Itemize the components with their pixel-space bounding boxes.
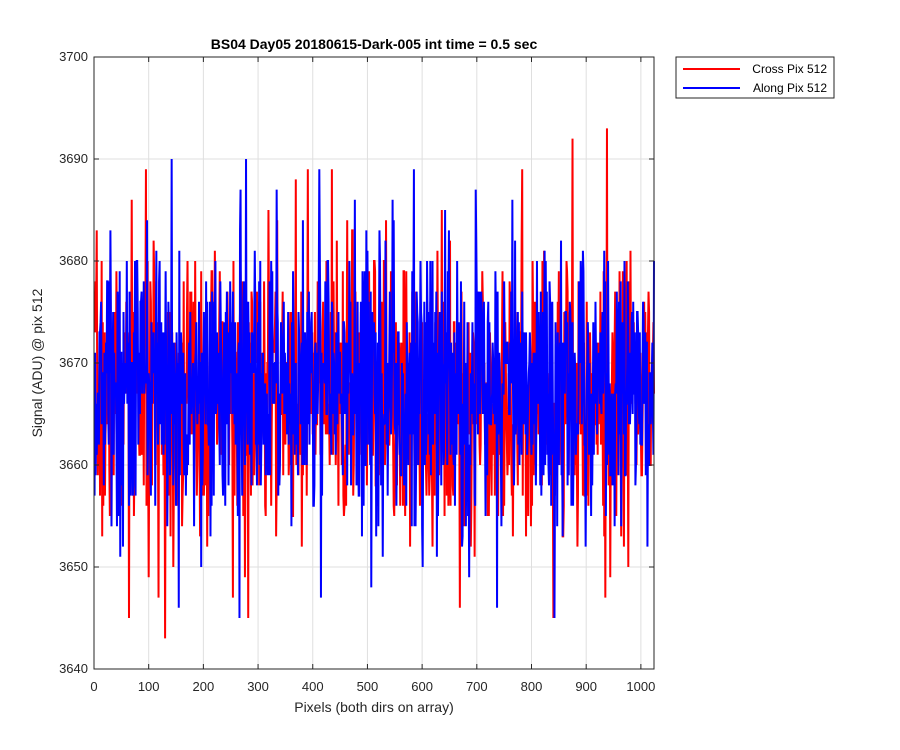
y-tick-label: 3680 xyxy=(59,253,88,268)
x-axis: 0 100 200 300 400 500 600 700 800 900 1000 xyxy=(90,57,655,694)
legend-label-cross: Cross Pix 512 xyxy=(752,62,827,76)
x-tick-label: 900 xyxy=(575,679,597,694)
legend-label-along: Along Pix 512 xyxy=(753,81,827,95)
plot-area xyxy=(93,128,655,639)
x-tick-label: 600 xyxy=(411,679,433,694)
x-tick-label: 800 xyxy=(521,679,543,694)
y-axis: 3640 3650 3660 3670 3680 3690 3700 xyxy=(59,49,654,676)
x-tick-label: 0 xyxy=(90,679,97,694)
x-axis-label: Pixels (both dirs on array) xyxy=(294,699,454,715)
x-tick-label: 500 xyxy=(357,679,379,694)
x-tick-label: 100 xyxy=(138,679,160,694)
series-line-1 xyxy=(93,158,655,619)
legend-box xyxy=(675,56,835,99)
y-tick-label: 3640 xyxy=(59,661,88,676)
x-tick-label: 1000 xyxy=(626,679,655,694)
y-tick-label: 3660 xyxy=(59,457,88,472)
y-axis-label: Signal (ADU) @ pix 512 xyxy=(29,288,45,437)
legend: Cross Pix 512 Along Pix 512 xyxy=(675,56,835,99)
x-tick-label: 300 xyxy=(247,679,269,694)
y-tick-label: 3670 xyxy=(59,355,88,370)
y-tick-label: 3700 xyxy=(59,49,88,64)
x-tick-label: 700 xyxy=(466,679,488,694)
y-tick-label: 3690 xyxy=(59,151,88,166)
y-tick-label: 3650 xyxy=(59,559,88,574)
chart-title: BS04 Day05 20180615-Dark-005 int time = … xyxy=(211,36,538,52)
x-tick-label: 200 xyxy=(193,679,215,694)
x-tick-label: 400 xyxy=(302,679,324,694)
